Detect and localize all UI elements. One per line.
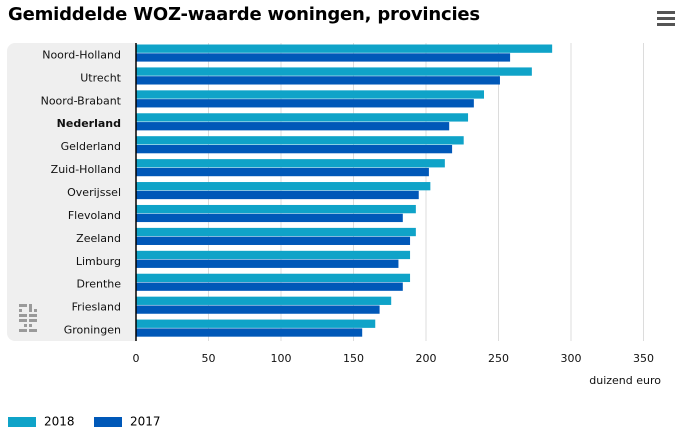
category-label-gelderland: Gelderland (61, 140, 121, 153)
bar-2017-friesland (136, 305, 380, 314)
legend-swatch-2017 (94, 416, 122, 427)
category-label-zuid-holland: Zuid-Holland (51, 163, 121, 176)
x-tick-label-250: 250 (488, 352, 509, 365)
category-label-groningen: Groningen (64, 324, 121, 337)
legend-label-2017: 2017 (130, 414, 161, 429)
bar-2017-nederland (136, 122, 450, 131)
category-label-noord-holland: Noord-Holland (42, 48, 121, 61)
bar-2018-groningen (136, 319, 376, 328)
bar-2018-noord-holland (136, 44, 553, 53)
bar-2017-noord-holland (136, 53, 511, 62)
legend-item-2018[interactable]: 2018 (8, 414, 75, 429)
bar-2017-gelderland (136, 144, 453, 154)
category-label-utrecht: Utrecht (80, 71, 121, 84)
legend-swatch-2018 (8, 416, 36, 427)
bar-2018-flevoland (136, 204, 416, 214)
category-label-drenthe: Drenthe (76, 278, 121, 291)
x-tick-label-150: 150 (343, 352, 364, 365)
category-label-overijssel: Overijssel (67, 186, 121, 199)
bar-2017-groningen (136, 328, 363, 337)
bar-2018-limburg (136, 250, 411, 260)
bar-2017-overijssel (136, 190, 419, 200)
legend-label-2018: 2018 (44, 414, 75, 429)
bar-2017-noord-brabant (136, 99, 474, 108)
cbs-logo-part (19, 319, 27, 322)
bar-2017-zuid-holland (136, 167, 429, 177)
cbs-logo-part (19, 314, 27, 317)
x-tick-label-300: 300 (561, 352, 582, 365)
bar-2017-drenthe (136, 282, 403, 291)
bar-2018-friesland (136, 296, 392, 305)
bar-2018-nederland (136, 113, 469, 122)
category-label-noord-brabant: Noord-Brabant (41, 94, 122, 107)
category-label-flevoland: Flevoland (68, 209, 121, 222)
category-label-nederland: Nederland (57, 117, 121, 130)
cbs-logo-part (29, 319, 37, 322)
bar-2018-noord-brabant (136, 90, 484, 99)
cbs-logo-icon (19, 304, 37, 332)
category-label-limburg: Limburg (76, 255, 121, 268)
bar-2018-drenthe (136, 273, 411, 283)
bar-2018-zeeland (136, 227, 416, 237)
bar-2018-utrecht (136, 67, 532, 76)
hamburger-menu-icon[interactable] (655, 8, 677, 28)
x-tick-label-200: 200 (416, 352, 437, 365)
bar-2017-zeeland (136, 236, 411, 245)
cbs-logo-part (24, 324, 27, 327)
cbs-logo-part (19, 329, 27, 332)
cbs-logo-part (29, 324, 32, 327)
cbs-logo-part (29, 329, 37, 332)
cbs-logo-part (34, 309, 37, 312)
bar-2017-flevoland (136, 213, 403, 223)
bar-chart: Noord-Holland Utrecht Noord-Brabant Nederla… (7, 43, 683, 387)
legend-item-2017[interactable]: 2017 (94, 414, 161, 429)
chart-title: Gemiddelde WOZ-waarde woningen, provinci… (8, 4, 480, 25)
bar-2018-overijssel (136, 182, 431, 191)
bar-2018-zuid-holland (136, 159, 445, 168)
x-tick-label-350: 350 (633, 352, 654, 365)
cbs-logo-part (29, 314, 37, 317)
cbs-logo-part (19, 304, 27, 307)
category-label-friesland: Friesland (72, 301, 121, 314)
cbs-logo-part (29, 304, 32, 312)
bar-2017-utrecht (136, 76, 500, 85)
cbs-logo-part (19, 309, 22, 312)
category-label-zeeland: Zeeland (76, 232, 121, 245)
x-tick-label-0: 0 (133, 352, 140, 365)
x-axis-label: duizend euro (589, 374, 661, 387)
x-tick-label-100: 100 (271, 352, 292, 365)
x-tick-label-50: 50 (202, 352, 216, 365)
bar-2018-gelderland (136, 136, 464, 145)
bar-2017-limburg (136, 259, 399, 268)
